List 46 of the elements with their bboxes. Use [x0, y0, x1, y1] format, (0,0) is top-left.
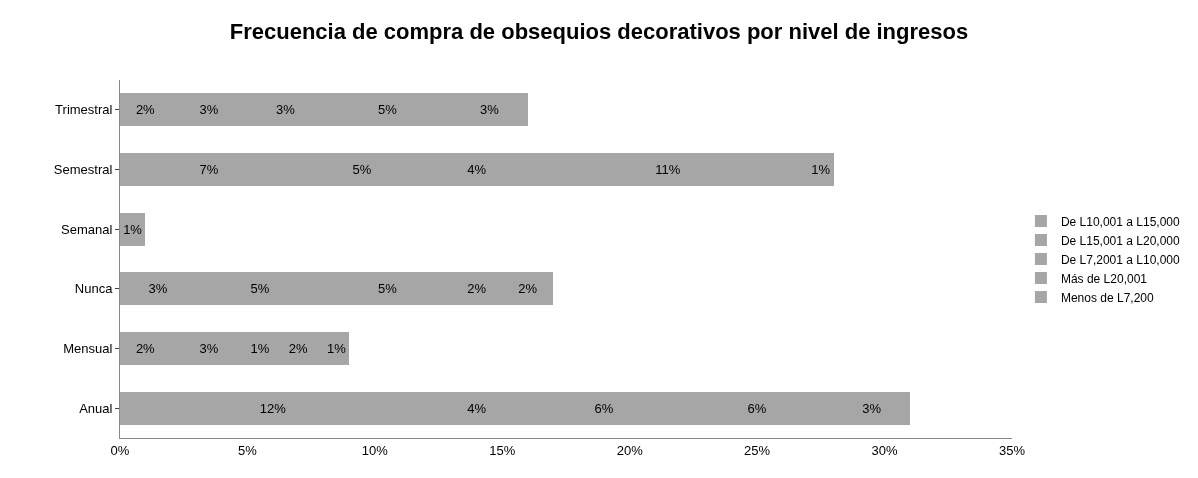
x-tick-label: 35% [998, 442, 1026, 458]
data-label: 2% [518, 281, 538, 297]
y-tick-label: Semanal [61, 221, 113, 237]
legend-label: Más de L20,001 [1060, 271, 1148, 286]
data-label: 3% [862, 400, 882, 416]
data-label: 4% [467, 400, 487, 416]
data-label: 1% [250, 341, 270, 356]
data-label: 5% [352, 162, 372, 177]
legend-label: De L7,2001 a L10,000 [1060, 252, 1181, 267]
x-tick-label: 0% [110, 442, 130, 458]
y-tick-label: Mensual [63, 341, 113, 357]
data-label: 6% [594, 400, 614, 416]
data-label: 1% [123, 221, 143, 237]
data-label: 5% [377, 281, 398, 297]
y-tick-label: Semestral [53, 162, 113, 178]
data-label: 3% [276, 102, 296, 118]
data-label: 1% [327, 341, 347, 356]
data-label: 5% [250, 281, 270, 297]
data-label: 7% [199, 162, 219, 177]
legend-label: De L15,001 a L20,000 [1060, 233, 1181, 248]
chart-title: Frecuencia de compra de obsequios decorativos por nivel de ingresos [229, 19, 969, 45]
data-label: 2% [135, 102, 156, 118]
x-tick-label: 25% [744, 442, 771, 458]
data-label: 3% [479, 102, 500, 118]
legend-label: De L10,001 a L15,000 [1060, 214, 1181, 229]
data-label: 11% [655, 162, 681, 177]
y-tick-label: Anual [79, 400, 113, 416]
x-tick-label: 20% [616, 442, 644, 458]
y-tick-label: Nunca [74, 281, 114, 297]
data-label: 2% [467, 281, 487, 297]
data-label: 3% [199, 102, 219, 118]
legend-label: Menos de L7,200 [1060, 290, 1154, 305]
data-label: 6% [747, 400, 767, 416]
data-label: 5% [377, 102, 398, 118]
data-label: 3% [199, 341, 219, 356]
x-tick-label: 15% [489, 442, 516, 458]
data-label: 2% [135, 341, 156, 356]
data-label: 12% [259, 400, 287, 416]
x-tick-label: 5% [238, 442, 258, 458]
x-tick-label: 10% [361, 442, 389, 458]
data-label: 3% [148, 281, 168, 297]
data-label: 1% [811, 162, 831, 177]
data-label: 4% [467, 162, 487, 177]
x-tick-label: 30% [871, 442, 899, 458]
data-label: 2% [288, 341, 309, 356]
y-tick-label: Trimestral [55, 102, 113, 118]
